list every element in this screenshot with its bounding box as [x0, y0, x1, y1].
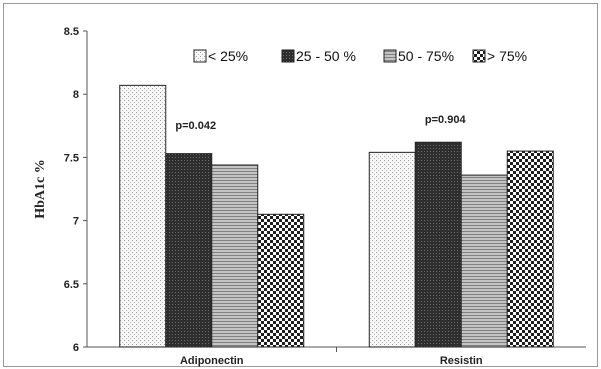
- legend-label-3: 50 - 75%: [398, 48, 454, 64]
- legend-swatch-2: [281, 49, 295, 63]
- bar-1-resistin: [368, 151, 416, 348]
- y-tick-label: 6.5: [64, 279, 79, 291]
- p-value-annotation: p=0.042: [175, 120, 216, 132]
- y-tick-label: 7: [73, 216, 79, 228]
- bar-3-resistin: [460, 174, 508, 348]
- legend-label-1: < 25%: [208, 48, 248, 64]
- legend-swatch-3: [383, 49, 397, 63]
- y-tick-label: 8.5: [64, 26, 79, 38]
- x-category-label: Adiponectin: [180, 355, 244, 367]
- bar-1-adiponectin: [119, 84, 167, 348]
- bar-2-resistin: [414, 141, 462, 348]
- y-tick-label: 8: [73, 89, 79, 101]
- bar-3-adiponectin: [211, 164, 259, 348]
- bar-4-resistin: [506, 150, 554, 348]
- legend: < 25% 25 - 50 % 50 - 75% > 75%: [193, 48, 527, 64]
- bars: [119, 84, 554, 348]
- x-category-label: Resistin: [440, 355, 483, 367]
- y-ticks: 6 6.5 7 7.5 8 8.5: [64, 26, 87, 354]
- legend-swatch-4: [472, 49, 486, 63]
- y-axis-label: HbA1c %: [33, 159, 48, 219]
- annotations: p=0.042 p=0.904: [175, 114, 466, 132]
- legend-label-4: > 75%: [487, 48, 527, 64]
- y-tick-label: 7.5: [64, 152, 79, 164]
- legend-label-2: 25 - 50 %: [296, 48, 356, 64]
- bar-2-adiponectin: [165, 153, 213, 348]
- y-tick-label: 6: [73, 342, 79, 354]
- legend-swatch-1: [193, 49, 207, 63]
- p-value-annotation: p=0.904: [425, 114, 467, 126]
- x-categories: Adiponectin Resistin: [180, 347, 483, 367]
- bar-4-adiponectin: [257, 213, 305, 348]
